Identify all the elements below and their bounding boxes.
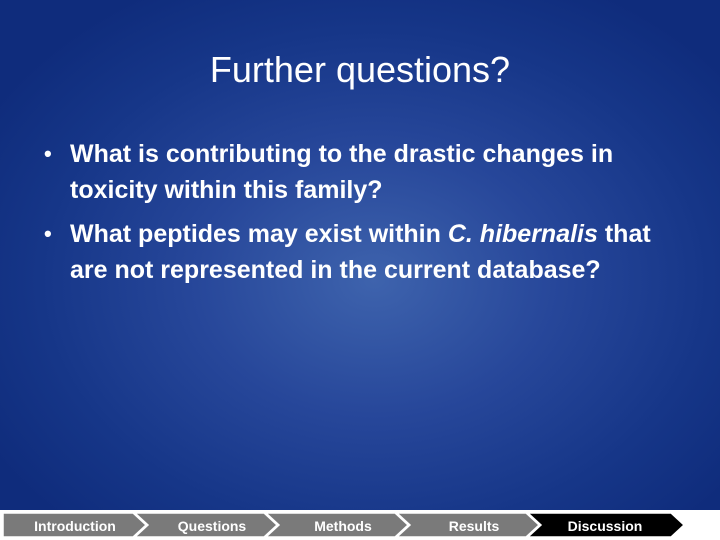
nav-item-discussion[interactable]: Discussion: [567, 518, 643, 534]
nav-item-methods[interactable]: Methods: [314, 518, 372, 534]
nav-chevron-introduction: [2, 512, 148, 538]
bullet-list: • What is contributing to the drastic ch…: [42, 136, 682, 296]
species-name: C. hibernalis: [447, 220, 598, 248]
section-nav-bar: Introduction Questions Methods Results D…: [0, 510, 720, 540]
nav-item-introduction[interactable]: Introduction: [34, 518, 116, 534]
bullet-item: • What peptides may exist within C. hibe…: [42, 216, 682, 288]
nav-chevron-methods: [264, 512, 410, 538]
nav-chevron-discussion: [526, 512, 686, 538]
nav-chevron-questions: [133, 512, 279, 538]
bullet-item: • What is contributing to the drastic ch…: [42, 136, 682, 208]
bullet-text-prefix: What peptides may exist within: [70, 220, 448, 248]
nav-item-results[interactable]: Results: [448, 518, 500, 534]
bullet-text-suffix: that are not represented in the current …: [70, 220, 651, 284]
nav-bar-graphics: [2, 512, 686, 538]
slide-title: Further questions?: [209, 49, 511, 90]
nav-chevron-results: [395, 512, 541, 538]
bullet-icon: •: [44, 221, 52, 246]
bullet-icon: •: [44, 141, 52, 166]
nav-item-questions[interactable]: Questions: [177, 518, 247, 534]
bullet-text: What is contributing to the drastic chan…: [70, 140, 614, 204]
